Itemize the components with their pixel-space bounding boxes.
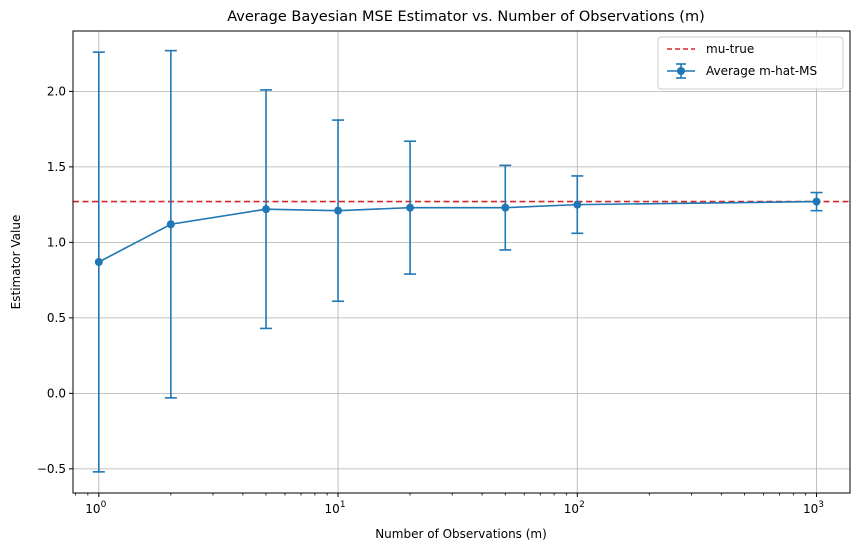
data-point-0 [94, 258, 103, 266]
tick-layer: 100 101 102 103 −0.5 0.0 0.5 1.0 1.5 2.0 [37, 84, 824, 516]
data-point-5 [501, 203, 510, 212]
grid-lines [73, 31, 850, 493]
data-point-7 [812, 197, 821, 206]
y-tick-label-2: 0.5 [47, 311, 66, 325]
data-point-6 [573, 200, 582, 209]
legend-series-label: Average m-hat-MS [706, 64, 817, 78]
y-tick-label-3: 1.0 [47, 235, 66, 249]
series-layer [94, 197, 821, 266]
chart-title: Average Bayesian MSE Estimator vs. Numbe… [227, 9, 705, 25]
y-tick-label-5: 2.0 [47, 84, 66, 98]
x-tick-label-2: 102 [564, 500, 585, 516]
y-tick-label-4: 1.5 [47, 160, 66, 174]
data-point-4 [406, 203, 415, 212]
data-point-1 [166, 220, 175, 229]
data-point-3 [334, 206, 343, 215]
x-tick-label-0: 100 [85, 500, 106, 516]
legend-mu-true-label: mu-true [706, 42, 754, 56]
error-bars [92, 49, 823, 473]
data-point-2 [262, 205, 271, 214]
series-line-0 [98, 200, 817, 263]
plot-frame [72, 30, 851, 494]
y-axis-label: Estimator Value [9, 215, 23, 310]
legend-series-swatch-marker [677, 67, 685, 75]
y-tick-label-1: 0.0 [47, 386, 66, 400]
legend: mu-true Average m-hat-MS [657, 36, 844, 90]
y-tick-label-0: −0.5 [37, 462, 66, 476]
legend-box [657, 36, 844, 90]
x-tick-label-3: 103 [803, 500, 824, 516]
x-axis-label: Number of Observations (m) [375, 527, 547, 541]
x-tick-label-1: 101 [325, 500, 346, 516]
